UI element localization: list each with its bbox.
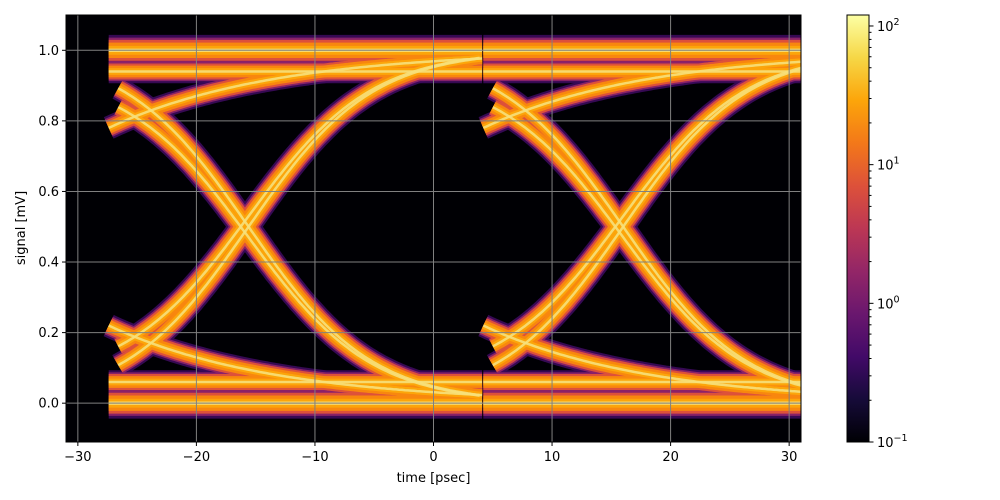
y-tick-label: 0.2 (38, 326, 59, 341)
eye-trace-band (492, 66, 801, 348)
eye-trace-band (117, 56, 480, 348)
x-tick-label: −10 (301, 450, 328, 465)
x-tick-label: 20 (662, 450, 679, 465)
y-tick-label: 0.8 (38, 114, 59, 129)
colorbar-gradient (846, 14, 870, 443)
eye-trace-band (492, 106, 801, 387)
x-tick-label: −30 (64, 450, 91, 465)
y-tick-label: 0.0 (38, 397, 59, 412)
colorbar-tick-exponent: 2 (894, 17, 900, 28)
eye-trace-band (482, 60, 801, 130)
y-tick-label: 0.4 (38, 256, 59, 271)
eye-trace-band (108, 57, 483, 130)
x-tick-label: 10 (544, 450, 561, 465)
colorbar-tick-label: 100 (877, 294, 900, 312)
colorbar-tick-label: 10−1 (877, 433, 908, 451)
x-tick-label: −20 (183, 450, 210, 465)
grid-lines (66, 15, 801, 442)
eye-trace-band (108, 324, 483, 397)
x-tick-label: 0 (429, 450, 437, 465)
eye-trace-band (117, 106, 480, 397)
x-tick-label: 30 (781, 450, 798, 465)
colorbar-tick-exponent: −1 (894, 433, 908, 444)
eye-trace-band (482, 324, 801, 393)
y-tick-label: 0.6 (38, 185, 59, 200)
y-axis-label: signal [mV] (14, 191, 29, 265)
x-axis: −30 −20 −10 0 10 20 30 (64, 442, 797, 465)
plot-area: −30 −20 −10 0 10 20 30 0.0 0.2 0.4 0.6 0.8 1.0 time… (14, 14, 802, 486)
colorbar-tick-label: 102 (877, 17, 900, 35)
colorbar-tick-label: 101 (877, 156, 900, 174)
y-axis: 0.0 0.2 0.4 0.6 0.8 1.0 (38, 44, 66, 412)
colorbar-tick-exponent: 0 (894, 294, 900, 305)
colorbar-tick-exponent: 1 (894, 156, 900, 167)
x-axis-label: time [psec] (397, 471, 471, 486)
y-tick-label: 1.0 (38, 44, 59, 59)
